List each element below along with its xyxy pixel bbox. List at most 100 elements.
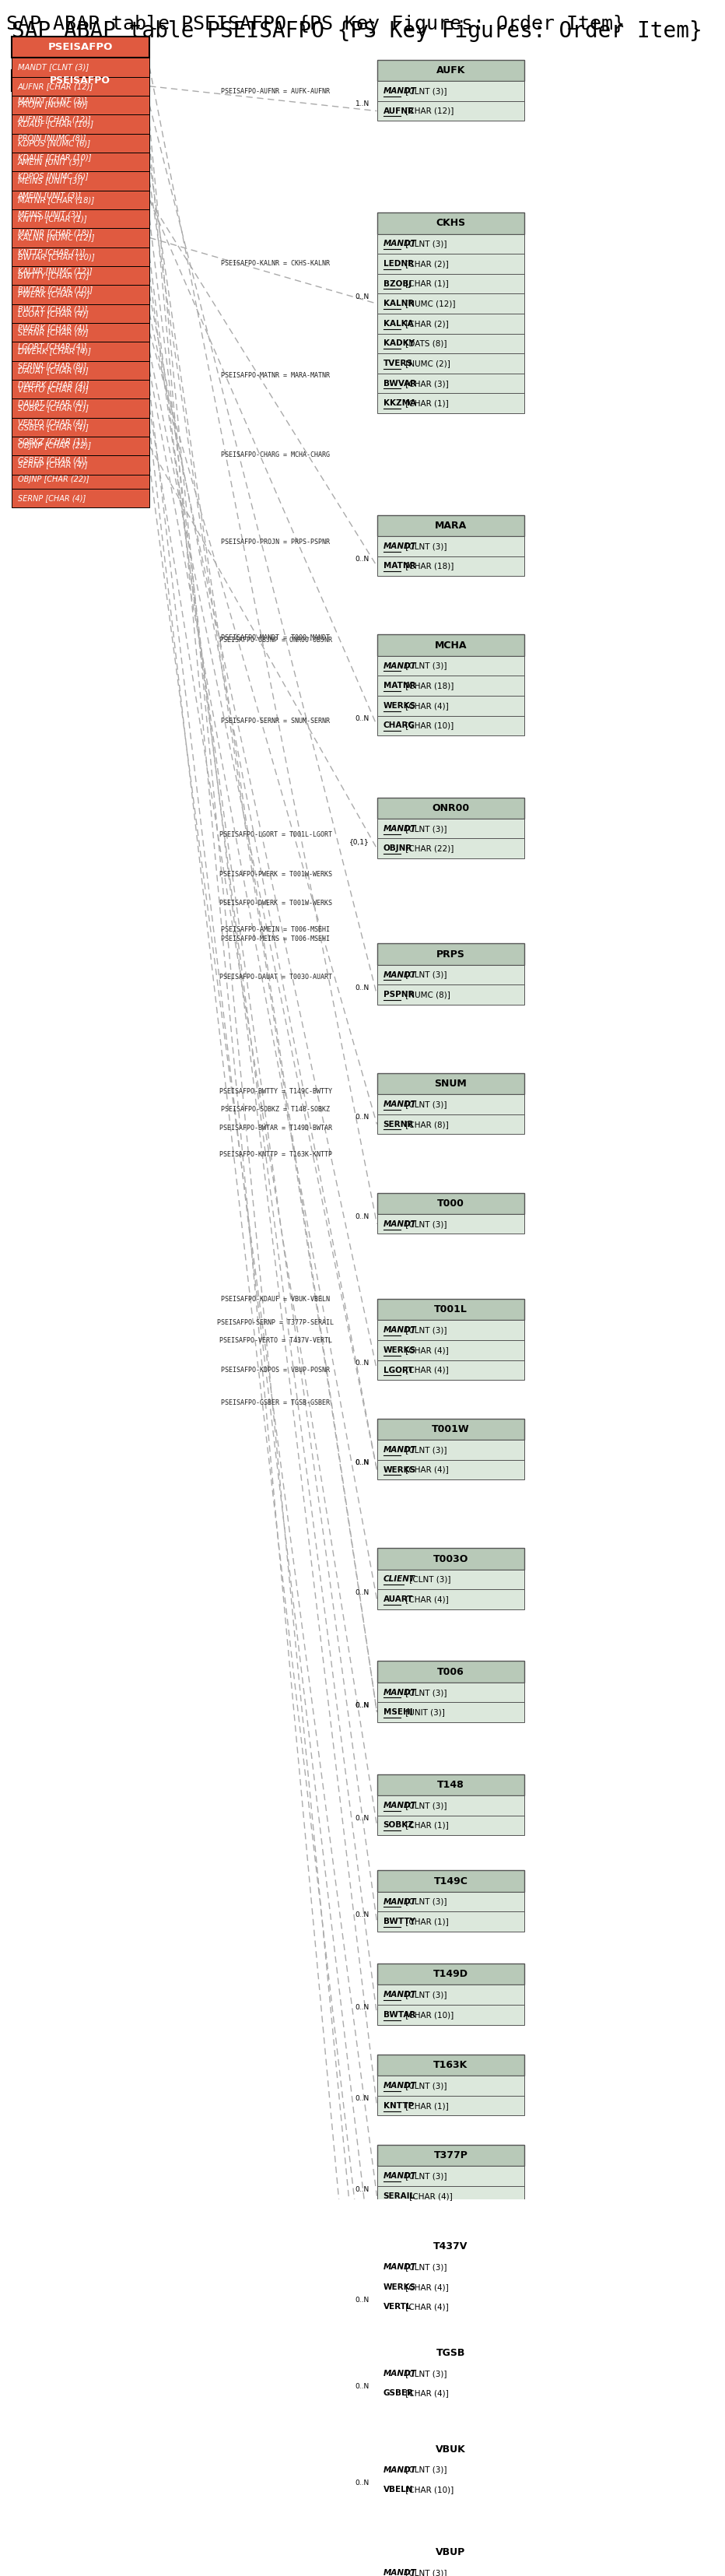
Text: MANDT: MANDT bbox=[384, 1991, 416, 1999]
FancyBboxPatch shape bbox=[377, 716, 524, 737]
FancyBboxPatch shape bbox=[377, 1298, 524, 1321]
FancyBboxPatch shape bbox=[377, 1984, 524, 2004]
Text: AUFNR [CHAR (12)]: AUFNR [CHAR (12)] bbox=[17, 82, 94, 90]
FancyBboxPatch shape bbox=[12, 399, 149, 417]
FancyBboxPatch shape bbox=[12, 304, 149, 322]
Text: AMEIN [UNIT (3)]: AMEIN [UNIT (3)] bbox=[17, 191, 81, 198]
Text: PSEISAFPO-KNTTP = T163K-KNTTP: PSEISAFPO-KNTTP = T163K-KNTTP bbox=[220, 1151, 332, 1159]
Text: AMEIN [UNIT (3)]: AMEIN [UNIT (3)] bbox=[17, 157, 83, 165]
Text: [CLNT (3)]: [CLNT (3)] bbox=[403, 2370, 447, 2378]
Text: MANDT: MANDT bbox=[384, 2568, 416, 2576]
Text: VERTO [CHAR (4)]: VERTO [CHAR (4)] bbox=[17, 386, 88, 394]
Text: [CLNT (3)]: [CLNT (3)] bbox=[403, 544, 447, 551]
Text: SOBKZ: SOBKZ bbox=[384, 1821, 414, 1829]
Text: LGORT [CHAR (4)]: LGORT [CHAR (4)] bbox=[17, 309, 88, 317]
Text: BWTTY [CHAR (1)]: BWTTY [CHAR (1)] bbox=[17, 270, 89, 278]
FancyBboxPatch shape bbox=[12, 229, 149, 247]
Text: [CHAR (10)]: [CHAR (10)] bbox=[403, 2012, 454, 2020]
Text: CHARG: CHARG bbox=[384, 721, 415, 729]
FancyBboxPatch shape bbox=[377, 332, 524, 353]
Text: SERNP [CHAR (4)]: SERNP [CHAR (4)] bbox=[17, 495, 86, 502]
FancyBboxPatch shape bbox=[12, 456, 149, 474]
Text: [CHAR (1)]: [CHAR (1)] bbox=[403, 2102, 449, 2110]
Text: MANDT: MANDT bbox=[384, 240, 416, 247]
Text: [CHAR (1)]: [CHAR (1)] bbox=[403, 399, 449, 407]
FancyBboxPatch shape bbox=[377, 819, 524, 840]
Text: GSBER [CHAR (4)]: GSBER [CHAR (4)] bbox=[17, 422, 88, 430]
FancyBboxPatch shape bbox=[12, 417, 149, 435]
Text: [CHAR (4)]: [CHAR (4)] bbox=[403, 701, 449, 708]
FancyBboxPatch shape bbox=[12, 343, 149, 361]
FancyBboxPatch shape bbox=[12, 376, 149, 394]
Text: WERKS: WERKS bbox=[384, 1466, 416, 1473]
Text: PSEISAFPO-MANDT = T000-MANDT: PSEISAFPO-MANDT = T000-MANDT bbox=[221, 634, 330, 641]
FancyBboxPatch shape bbox=[12, 451, 149, 469]
FancyBboxPatch shape bbox=[12, 299, 149, 319]
Text: 0..N: 0..N bbox=[355, 1461, 369, 1466]
Text: MANDT [CLNT (3)]: MANDT [CLNT (3)] bbox=[17, 64, 88, 72]
FancyBboxPatch shape bbox=[377, 294, 524, 314]
FancyBboxPatch shape bbox=[377, 353, 524, 374]
FancyBboxPatch shape bbox=[377, 657, 524, 675]
FancyBboxPatch shape bbox=[377, 1440, 524, 1461]
Text: [CLNT (3)]: [CLNT (3)] bbox=[403, 240, 447, 247]
FancyBboxPatch shape bbox=[377, 2277, 524, 2298]
FancyBboxPatch shape bbox=[377, 80, 524, 100]
FancyBboxPatch shape bbox=[377, 1891, 524, 1911]
Text: KADKY: KADKY bbox=[384, 340, 414, 348]
Text: MANDT: MANDT bbox=[384, 2465, 416, 2473]
Text: MANDT: MANDT bbox=[384, 2370, 416, 2378]
Text: [CHAR (4)]: [CHAR (4)] bbox=[403, 1466, 449, 1473]
FancyBboxPatch shape bbox=[12, 147, 149, 167]
Text: LGORT [CHAR (4)]: LGORT [CHAR (4)] bbox=[17, 343, 86, 350]
Text: VBUP: VBUP bbox=[436, 2548, 465, 2558]
FancyBboxPatch shape bbox=[377, 2460, 524, 2481]
Text: 0..N: 0..N bbox=[355, 2298, 369, 2303]
Text: MANDT: MANDT bbox=[384, 971, 416, 979]
FancyBboxPatch shape bbox=[377, 984, 524, 1005]
Text: 0..N: 0..N bbox=[355, 1461, 369, 1466]
FancyBboxPatch shape bbox=[12, 90, 149, 111]
Text: BZOBJ: BZOBJ bbox=[384, 281, 411, 289]
FancyBboxPatch shape bbox=[12, 361, 149, 379]
Text: [CLNT (3)]: [CLNT (3)] bbox=[403, 662, 447, 670]
FancyBboxPatch shape bbox=[377, 840, 524, 858]
FancyBboxPatch shape bbox=[12, 263, 149, 281]
Text: MANDT: MANDT bbox=[384, 2172, 416, 2179]
Text: T149D: T149D bbox=[434, 1968, 468, 1978]
Text: WERKS: WERKS bbox=[384, 701, 416, 708]
Text: [CHAR (22)]: [CHAR (22)] bbox=[403, 845, 454, 853]
FancyBboxPatch shape bbox=[377, 2481, 524, 2499]
Text: 0..N: 0..N bbox=[355, 2004, 369, 2012]
Text: DWERK [CHAR (4)]: DWERK [CHAR (4)] bbox=[17, 348, 91, 355]
Text: T377P: T377P bbox=[434, 2151, 468, 2161]
Text: KDPOS [NUMC (6)]: KDPOS [NUMC (6)] bbox=[17, 173, 88, 180]
FancyBboxPatch shape bbox=[12, 355, 149, 376]
Text: [CLNT (3)]: [CLNT (3)] bbox=[403, 2465, 447, 2473]
Text: 0..N: 0..N bbox=[355, 1816, 369, 1821]
FancyBboxPatch shape bbox=[12, 204, 149, 224]
Text: [UNIT (3)]: [UNIT (3)] bbox=[403, 1708, 445, 1716]
Text: WERKS: WERKS bbox=[384, 2282, 416, 2290]
Text: [CLNT (3)]: [CLNT (3)] bbox=[403, 971, 447, 979]
Text: WERKS: WERKS bbox=[384, 1347, 416, 1355]
FancyBboxPatch shape bbox=[12, 129, 149, 147]
Text: [CLNT (3)]: [CLNT (3)] bbox=[403, 1899, 447, 1906]
Text: 0..N: 0..N bbox=[355, 1213, 369, 1221]
FancyBboxPatch shape bbox=[12, 95, 149, 113]
FancyBboxPatch shape bbox=[377, 1682, 524, 1703]
Text: PWERK [CHAR (4)]: PWERK [CHAR (4)] bbox=[17, 325, 88, 332]
Text: [CHAR (2)]: [CHAR (2)] bbox=[403, 260, 449, 268]
Text: [CLNT (3)]: [CLNT (3)] bbox=[403, 1801, 447, 1808]
Text: [CHAR (4)]: [CHAR (4)] bbox=[403, 1347, 449, 1355]
Text: MANDT: MANDT bbox=[384, 88, 416, 95]
FancyBboxPatch shape bbox=[12, 435, 149, 456]
Text: KALNR [NUMC (12)]: KALNR [NUMC (12)] bbox=[17, 268, 92, 276]
Text: PROJN [NUMC (8)]: PROJN [NUMC (8)] bbox=[17, 100, 88, 108]
Text: 0..N: 0..N bbox=[355, 2094, 369, 2102]
FancyBboxPatch shape bbox=[377, 1963, 524, 1984]
FancyBboxPatch shape bbox=[377, 1419, 524, 1440]
Text: T000: T000 bbox=[437, 1198, 464, 1208]
Text: 0..N: 0..N bbox=[355, 716, 369, 721]
Text: BWTAR [CHAR (10)]: BWTAR [CHAR (10)] bbox=[17, 252, 94, 260]
